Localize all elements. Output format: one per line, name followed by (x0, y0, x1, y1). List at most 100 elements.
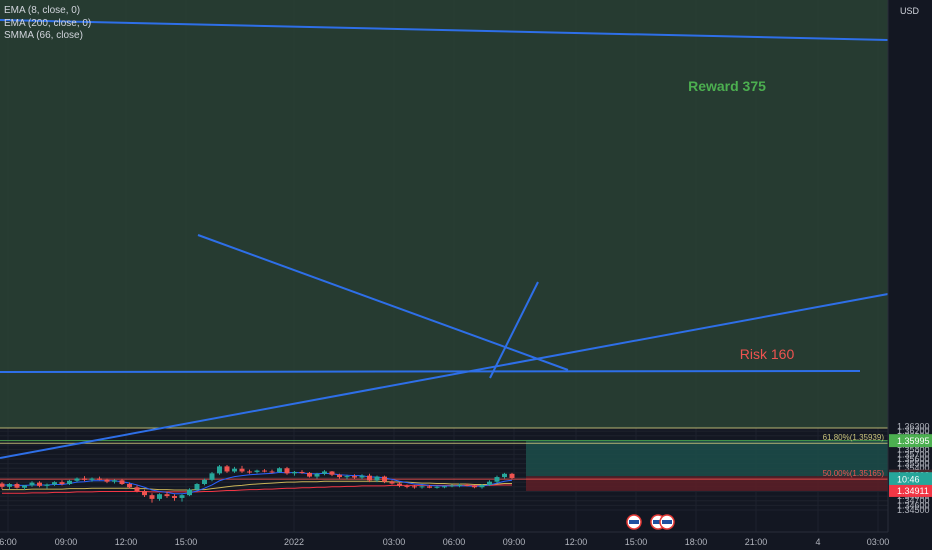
legend-smma66[interactable]: SMMA (66, close) (4, 30, 83, 41)
candle-body (254, 470, 260, 472)
time-tick-label: 09:00 (503, 537, 526, 547)
candle-body (307, 472, 312, 477)
candle-body (487, 481, 492, 485)
time-tick-label: 03:00 (383, 537, 406, 547)
time-tick-label: 18:00 (685, 537, 708, 547)
indicator-legend[interactable]: EMA (8, close, 0) EMA (200, close, 0) SM… (4, 5, 91, 43)
candle-body (509, 473, 515, 478)
candle-body (232, 468, 237, 472)
candle-body (157, 494, 162, 499)
price-tick-label: 1.34600 (897, 500, 930, 510)
reward-zone (526, 440, 888, 477)
candle-body (104, 479, 110, 482)
candle-body (322, 471, 327, 474)
price-badge (889, 473, 932, 486)
time-axis-labels: 6:00 09:00 12:00 15:00 2022 03:00 06:00 09:00 12… (0, 537, 889, 547)
time-tick-label: 12:00 (115, 537, 138, 547)
candle-body (397, 483, 402, 486)
candle-body (29, 482, 35, 486)
candle-body (89, 478, 95, 480)
price-axis[interactable] (888, 0, 932, 550)
flag-stripe (653, 520, 663, 524)
candle-body (164, 494, 170, 497)
candle-body (472, 485, 477, 488)
candle-body (337, 474, 342, 478)
time-tick-label: 15:00 (175, 537, 198, 547)
candle-body (314, 473, 320, 477)
position-zones (0, 0, 888, 491)
price-tick-label: 1.35800 (897, 445, 930, 455)
candle-body (0, 483, 5, 487)
candle-body (412, 486, 417, 488)
price-tick-label: 1.36300 (897, 421, 930, 431)
candle-body (67, 480, 72, 485)
candle-body (194, 484, 200, 490)
candle-body (374, 476, 380, 481)
candle-body (367, 475, 372, 481)
candle-body (457, 484, 462, 486)
time-tick-label: 4 (815, 537, 820, 547)
candle-body (217, 466, 222, 474)
candle-body (502, 473, 507, 478)
candle-body (494, 477, 500, 482)
candle-body (284, 468, 290, 474)
flag-stripe (662, 520, 672, 524)
trendline (0, 370, 861, 373)
event-flags[interactable] (626, 514, 675, 530)
candle-body (187, 489, 192, 496)
candle-body (419, 486, 425, 488)
candle-body (14, 484, 20, 488)
candle-body (37, 482, 42, 486)
legend-ema8[interactable]: EMA (8, close, 0) (4, 5, 81, 16)
candle-body (134, 487, 140, 491)
candle-body (329, 471, 335, 475)
candle-body (119, 480, 125, 485)
candle-body (22, 485, 27, 488)
candle-body (352, 476, 357, 478)
time-tick-label: 03:00 (867, 537, 890, 547)
candle-body (239, 468, 245, 472)
candle-body (224, 466, 230, 472)
candle-body (149, 495, 155, 499)
price-tick-label: 1.36200 (897, 426, 930, 436)
time-tick-label: 09:00 (55, 537, 78, 547)
price-badge (889, 435, 932, 448)
candle-body (97, 478, 102, 480)
candle-body (179, 495, 185, 498)
legend-ema200[interactable]: EMA (200, close, 0) (4, 17, 92, 29)
candle-body (404, 485, 410, 487)
candle-body (344, 476, 350, 478)
candle-body (434, 486, 440, 488)
time-tick-label: 06:00 (443, 537, 466, 547)
time-tick-label: 2022 (284, 537, 304, 547)
candles (0, 464, 515, 503)
candle-body (52, 482, 57, 485)
candle-body (7, 484, 12, 487)
ema8-line (2, 471, 513, 495)
candle-body (464, 484, 470, 486)
trendline (489, 281, 539, 379)
candle-body (82, 478, 87, 480)
trendline (0, 19, 889, 41)
candle-body (247, 471, 252, 473)
smma66-line (2, 480, 512, 491)
level-label: 61.80%(1.35939) (823, 433, 885, 442)
trendlines[interactable] (0, 19, 889, 459)
price-tick-label: 1.35600 (897, 454, 930, 464)
time-axis[interactable] (0, 532, 888, 550)
candle-body (427, 486, 432, 488)
candle-body (59, 482, 65, 485)
candle-body (269, 471, 275, 473)
candle-body (209, 473, 215, 480)
price-badge (889, 484, 932, 497)
candle-body (389, 481, 395, 484)
price-tick-label: 1.35700 (897, 449, 930, 459)
price-badge-text: 1.35995 (897, 436, 930, 446)
candle-body (202, 479, 207, 485)
reward-label: Reward 375 (688, 78, 766, 94)
candle-body (127, 484, 132, 488)
price-tick-label: 1.34500 (897, 505, 930, 515)
candle-body (112, 480, 117, 482)
